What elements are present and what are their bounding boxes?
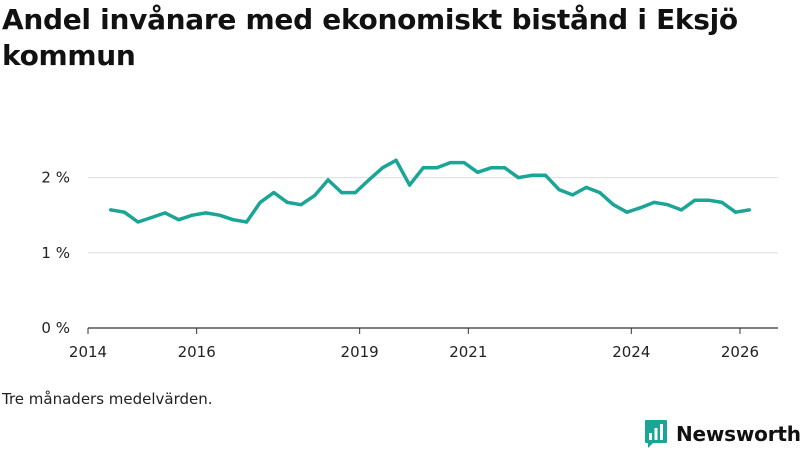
data-point: [204, 211, 208, 215]
data-point: [149, 215, 154, 220]
x-tick-label: 2024: [612, 343, 650, 361]
data-point: [190, 213, 194, 217]
x-tick-label: 2016: [178, 343, 216, 361]
data-point: [448, 160, 452, 165]
x-tick-label: 2026: [721, 343, 759, 361]
data-point: [258, 200, 262, 205]
data-point: [299, 203, 303, 207]
data-point: [611, 203, 615, 207]
brand-logo[interactable]: Newsworthy: [644, 418, 800, 450]
chart-title: Andel invånare med ekonomiskt bistånd i …: [2, 3, 738, 72]
data-point: [353, 191, 357, 195]
series-layer: [109, 158, 751, 224]
data-point: [394, 158, 398, 162]
data-point: [136, 220, 140, 224]
data-point: [475, 170, 480, 174]
grid-lines: [88, 177, 778, 254]
y-tick-label: 2 %: [41, 169, 70, 187]
data-point: [163, 211, 167, 215]
x-tick-label: 2019: [341, 343, 379, 361]
data-point: [638, 206, 643, 210]
data-point: [584, 185, 588, 189]
series-line: [109, 158, 751, 224]
data-point: [516, 176, 520, 180]
data-point: [706, 198, 711, 202]
x-tick-label: 2014: [69, 343, 107, 361]
y-tick-label: 0 %: [41, 319, 70, 337]
bar-chart-logo-icon: [645, 420, 667, 448]
data-point: [421, 166, 425, 170]
y-tick-label: 1 %: [41, 244, 70, 262]
data-point: [666, 203, 670, 207]
data-point: [543, 173, 548, 177]
data-point: [109, 208, 113, 212]
data-point: [557, 188, 561, 192]
data-point: [245, 220, 249, 224]
x-axis-labels: 2014 2016 2019 2021 2024 2026: [69, 343, 759, 361]
data-point: [652, 200, 656, 205]
footnote: Tre månaders medelvärden.: [2, 390, 213, 408]
data-point: [598, 191, 602, 195]
data-point: [693, 198, 697, 202]
data-point: [367, 178, 371, 182]
data-point: [231, 218, 235, 222]
data-point: [326, 178, 330, 182]
data-point: [380, 166, 385, 170]
data-point: [408, 183, 412, 187]
data-point: [122, 210, 127, 214]
x-tick-label: 2021: [449, 343, 487, 361]
data-point: [679, 208, 683, 212]
data-point: [747, 208, 751, 212]
data-point: [489, 166, 493, 170]
data-point: [625, 210, 629, 214]
data-point: [285, 200, 289, 205]
data-point: [720, 200, 724, 205]
data-point: [340, 191, 344, 195]
data-point: [177, 218, 181, 222]
brand-name: Newsworthy: [676, 422, 800, 446]
data-point: [312, 194, 317, 198]
data-point: [462, 160, 466, 165]
data-point: [435, 166, 439, 170]
data-point: [571, 193, 575, 197]
y-axis-labels: 0 % 1 % 2 %: [41, 169, 70, 337]
x-axis: [87, 327, 778, 334]
data-point: [217, 213, 222, 217]
data-point: [530, 173, 534, 177]
data-point: [272, 191, 276, 195]
data-point: [734, 210, 738, 214]
data-point: [503, 166, 507, 170]
